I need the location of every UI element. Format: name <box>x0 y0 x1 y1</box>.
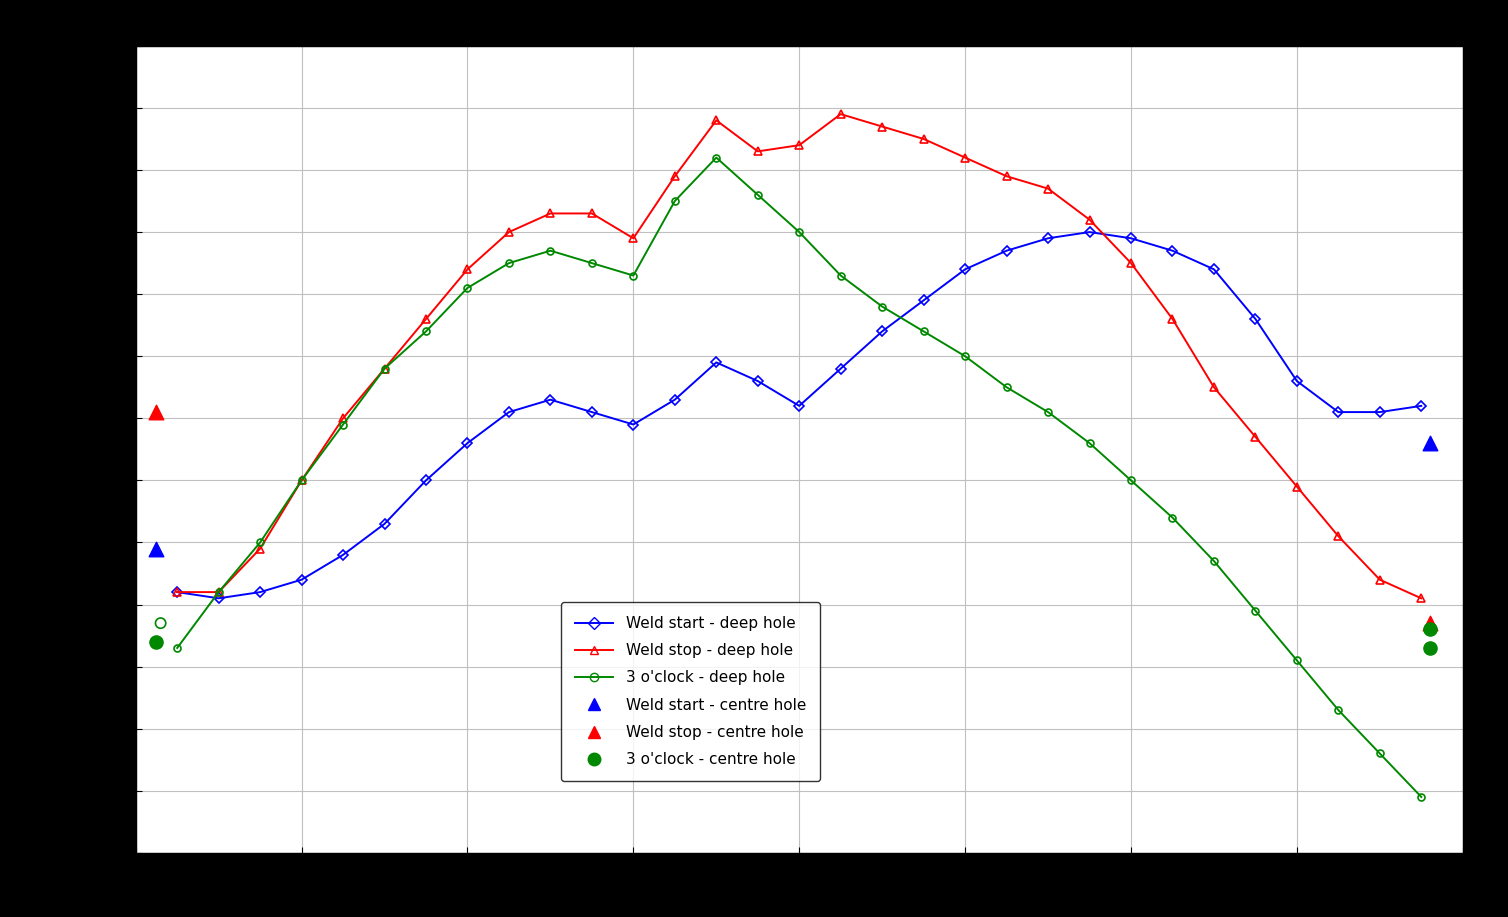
Point <box>1418 641 1442 656</box>
Point <box>148 616 172 631</box>
Point <box>1418 616 1442 631</box>
Point <box>145 404 169 419</box>
Point <box>1418 622 1442 636</box>
Legend: Weld start - deep hole, Weld stop - deep hole, 3 o'clock - deep hole, Weld start: Weld start - deep hole, Weld stop - deep… <box>561 602 820 781</box>
Point <box>145 541 169 556</box>
Point <box>145 635 169 649</box>
Point <box>1418 436 1442 450</box>
